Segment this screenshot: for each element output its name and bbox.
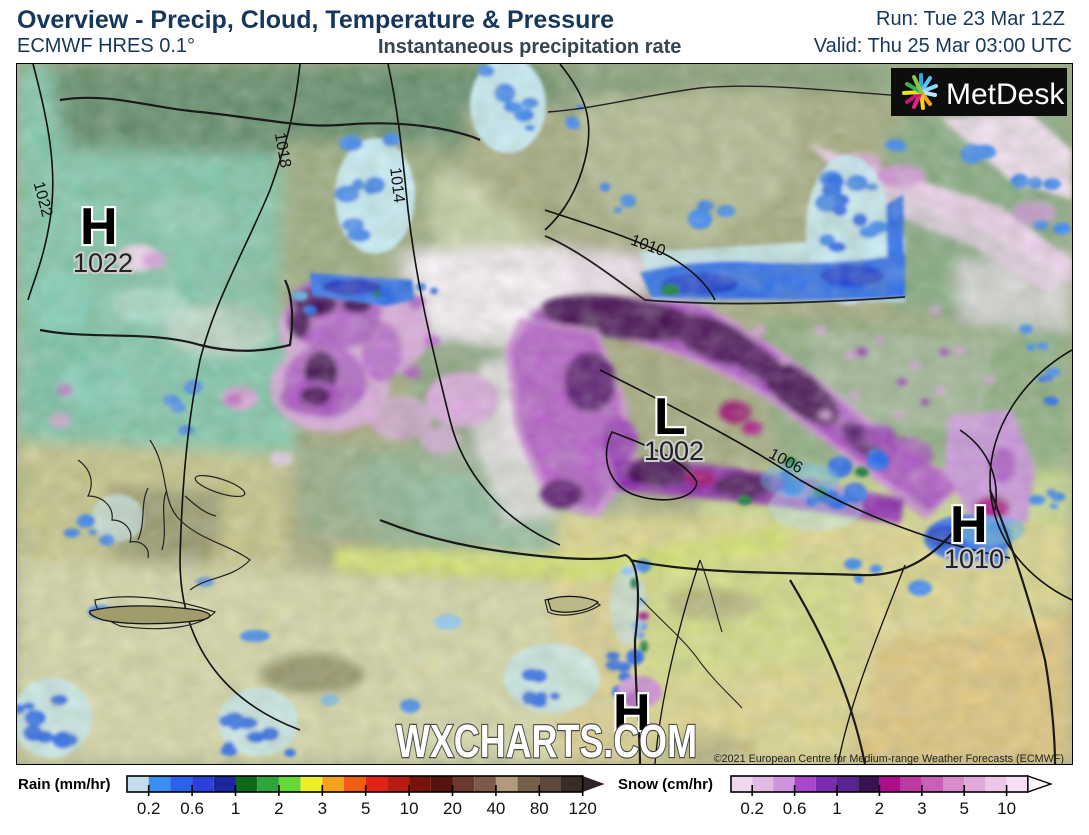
svg-text:0.6: 0.6 <box>783 799 807 818</box>
svg-text:10: 10 <box>997 799 1016 818</box>
svg-text:5: 5 <box>361 799 370 818</box>
svg-text:©2021 European Centre for Medi: ©2021 European Centre for Medium-range W… <box>714 753 1064 764</box>
svg-text:2: 2 <box>274 799 283 818</box>
svg-text:0.2: 0.2 <box>740 799 764 818</box>
svg-text:1: 1 <box>832 799 841 818</box>
svg-text:3: 3 <box>917 799 926 818</box>
svg-text:1010: 1010 <box>944 544 1004 574</box>
svg-text:1002: 1002 <box>644 436 704 466</box>
svg-text:1018: 1018 <box>271 131 294 169</box>
svg-text:0.2: 0.2 <box>137 799 161 818</box>
svg-text:MetDesk: MetDesk <box>946 78 1065 111</box>
svg-text:5: 5 <box>959 799 968 818</box>
svg-text:20: 20 <box>443 799 462 818</box>
svg-text:80: 80 <box>530 799 549 818</box>
svg-text:3: 3 <box>318 799 327 818</box>
svg-text:H: H <box>80 198 118 256</box>
svg-text:40: 40 <box>486 799 505 818</box>
svg-text:2: 2 <box>875 799 884 818</box>
svg-text:1014: 1014 <box>386 166 407 204</box>
svg-text:120: 120 <box>569 799 597 818</box>
svg-text:WXCHARTS.COM: WXCHARTS.COM <box>396 716 697 764</box>
svg-text:1022: 1022 <box>73 248 133 278</box>
svg-text:10: 10 <box>400 799 419 818</box>
svg-text:H: H <box>613 684 651 742</box>
svg-text:0.6: 0.6 <box>180 799 204 818</box>
svg-text:H: H <box>950 496 988 554</box>
svg-text:Rain (mm/hr): Rain (mm/hr) <box>18 776 111 793</box>
svg-text:L: L <box>654 388 686 446</box>
svg-text:1: 1 <box>231 799 240 818</box>
svg-text:Snow (cm/hr): Snow (cm/hr) <box>618 776 713 793</box>
